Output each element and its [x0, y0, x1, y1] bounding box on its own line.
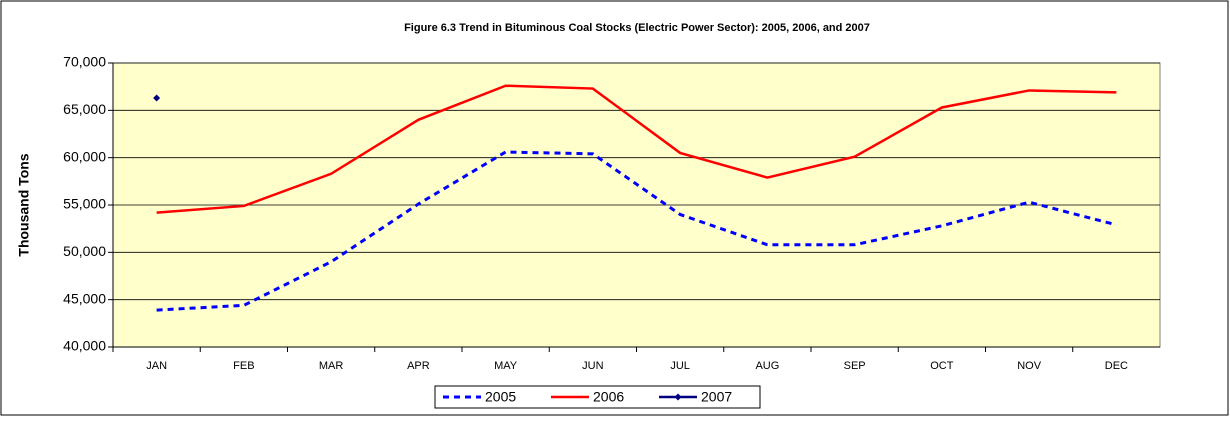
y-tick-label: 50,000 [63, 243, 106, 259]
y-tick-label: 45,000 [63, 290, 106, 306]
x-tick-label: FEB [233, 360, 254, 372]
legend-label: 2005 [485, 389, 516, 405]
y-tick-label: 70,000 [63, 54, 106, 70]
x-tick-label: OCT [930, 360, 954, 372]
legend-marker [674, 393, 682, 401]
chart-title: Figure 6.3 Trend in Bituminous Coal Stoc… [404, 22, 870, 34]
x-tick-label: MAY [494, 360, 518, 372]
x-tick-label: AUG [755, 360, 779, 372]
x-tick-label: SEP [844, 360, 866, 372]
legend-label: 2007 [701, 389, 732, 405]
x-tick-label: JUN [582, 360, 603, 372]
x-tick-label: APR [407, 360, 430, 372]
y-tick-label: 40,000 [63, 338, 106, 354]
x-tick-label: NOV [1017, 360, 1042, 372]
y-tick-label: 60,000 [63, 148, 106, 164]
legend-label: 2006 [593, 389, 624, 405]
legend-box [434, 385, 761, 409]
series-line [156, 150, 1117, 312]
y-tick-label: 65,000 [63, 101, 106, 117]
marker [153, 94, 161, 102]
y-tick-label: 55,000 [63, 196, 106, 212]
series-line [156, 84, 1117, 214]
x-tick-label: MAR [319, 360, 344, 372]
x-tick-label: JAN [146, 360, 167, 372]
y-axis-title: Thousand Tons [16, 153, 32, 256]
x-tick-label: DEC [1105, 360, 1128, 372]
x-tick-label: JUL [670, 360, 690, 372]
